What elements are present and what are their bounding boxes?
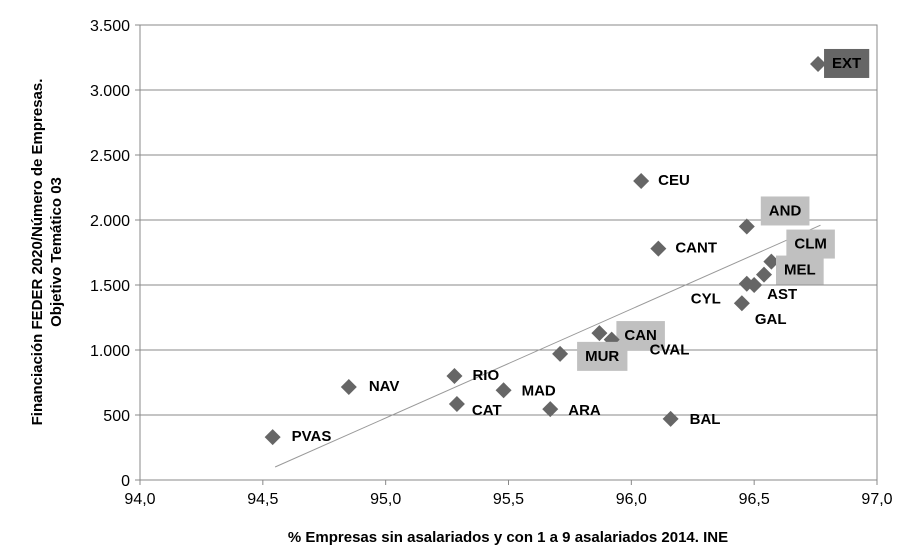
point-label: AND [769,202,802,219]
y-tick-label: 3.000 [90,83,130,100]
point-label-group: AND [760,196,810,226]
point-label-group: RIO [472,367,499,384]
x-tick-label: 97,0 [861,491,892,508]
point [591,325,608,342]
point-label: PVAS [292,428,332,445]
point-label-box [824,48,870,78]
point-label-box [775,255,824,285]
point-label-group: CVAL [650,342,690,359]
point [738,275,755,292]
y-tick-label: 2.500 [90,148,130,165]
point-label-box [577,341,628,371]
point-label: CANT [675,240,717,257]
point-label: MAD [522,382,556,399]
point-label-group: PVAS [292,428,332,445]
point-label: CLM [794,236,827,253]
point-label: CAN [624,327,657,344]
point-label-group: CAN [616,321,665,351]
point-label-group: GAL [755,311,787,328]
y-tick-label: 1.500 [90,278,130,295]
x-tick-label: 96,5 [739,491,770,508]
point-label-box [760,196,810,226]
point [495,382,512,399]
point-label: AST [767,286,797,303]
point-label-group: BAL [690,411,721,428]
y-tick-label: 0 [121,473,130,490]
x-tick-label: 94,5 [247,491,278,508]
plot-border [139,24,878,481]
y-tick-label: 1.000 [90,343,130,360]
point-label-group: CEU [658,172,690,189]
point-label-group: CAT [472,402,502,419]
y-tick-label: 3.500 [90,18,130,35]
point-label: CAT [472,402,502,419]
point-label-group: CYL [691,291,721,308]
point-label: BAL [690,411,721,428]
point-label-group: ARA [568,402,601,419]
point [662,410,679,427]
point-label-box [786,229,835,259]
point-label-group: NAV [369,378,400,395]
point-label-group: CANT [675,240,717,257]
point [448,395,465,412]
point-label: CVAL [650,342,690,359]
point-label: EXT [832,55,861,72]
x-axis-title: % Empresas sin asalariados y con 1 a 9 a… [288,529,728,546]
x-tick-label: 95,0 [370,491,401,508]
point-label: RIO [472,367,499,384]
point [446,368,463,384]
point [755,266,772,283]
point-label: ARA [568,402,601,419]
point-label-group: EXT [824,48,870,78]
y-axis-title-line: Objetivo Temático 03 [48,177,65,327]
trendline [274,224,821,468]
y-axis-title: Financiación FEDER 2020/Número de Empres… [29,79,65,426]
point [264,429,281,446]
point-label: MEL [784,262,816,279]
point [552,345,569,362]
point-label-group: AST [767,286,797,303]
point-label-group: MUR [577,341,628,371]
point [650,240,667,257]
point-label-group: MAD [522,382,556,399]
point-label: MUR [585,348,619,365]
x-tick-label: 95,5 [493,491,524,508]
y-tick-label: 2.000 [90,213,130,230]
y-axis-title-line: Financiación FEDER 2020/Número de Empres… [29,79,46,426]
point [810,56,827,72]
point-label-group: CLM [786,229,835,259]
point [633,173,650,189]
point-label: CYL [691,291,721,308]
point [733,295,750,312]
point-label: NAV [369,378,400,395]
point-label: CEU [658,172,690,189]
y-tick-label: 500 [103,408,130,425]
x-tick-label: 96,0 [616,491,647,508]
point [738,218,755,235]
point-label: GAL [755,311,787,328]
point [542,401,559,418]
x-tick-label: 94,0 [124,491,155,508]
point-label-group: MEL [775,255,824,285]
point [763,253,780,270]
point [340,379,357,396]
